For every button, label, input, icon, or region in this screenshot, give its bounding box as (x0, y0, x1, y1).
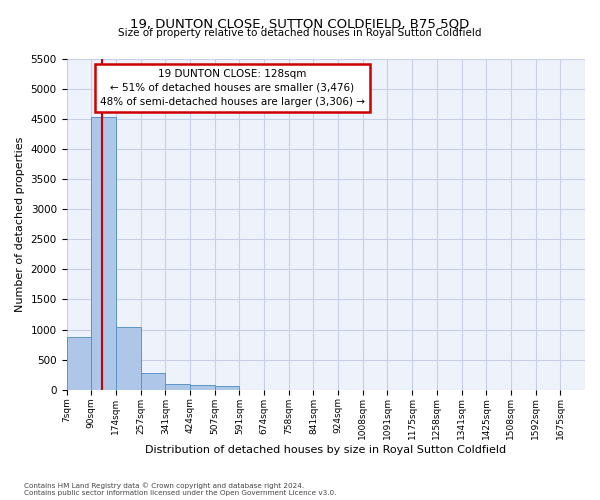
Bar (67, 337, 91, 390)
X-axis label: Distribution of detached houses by size in Royal Sutton Coldfield: Distribution of detached houses by size … (145, 445, 506, 455)
Bar (91, 116, 116, 390)
Bar (116, 326, 140, 390)
Bar (190, 385, 215, 390)
Text: Contains public sector information licensed under the Open Government Licence v3: Contains public sector information licen… (24, 490, 337, 496)
Bar (140, 373, 165, 390)
Text: 19, DUNTON CLOSE, SUTTON COLDFIELD, B75 5QD: 19, DUNTON CLOSE, SUTTON COLDFIELD, B75 … (130, 18, 470, 30)
Text: 19 DUNTON CLOSE: 128sqm
← 51% of detached houses are smaller (3,476)
48% of semi: 19 DUNTON CLOSE: 128sqm ← 51% of detache… (100, 69, 365, 107)
Text: Size of property relative to detached houses in Royal Sutton Coldfield: Size of property relative to detached ho… (118, 28, 482, 38)
Bar (215, 386, 239, 390)
Y-axis label: Number of detached properties: Number of detached properties (15, 136, 25, 312)
Bar (165, 384, 190, 390)
Text: Contains HM Land Registry data © Crown copyright and database right 2024.: Contains HM Land Registry data © Crown c… (24, 482, 304, 489)
